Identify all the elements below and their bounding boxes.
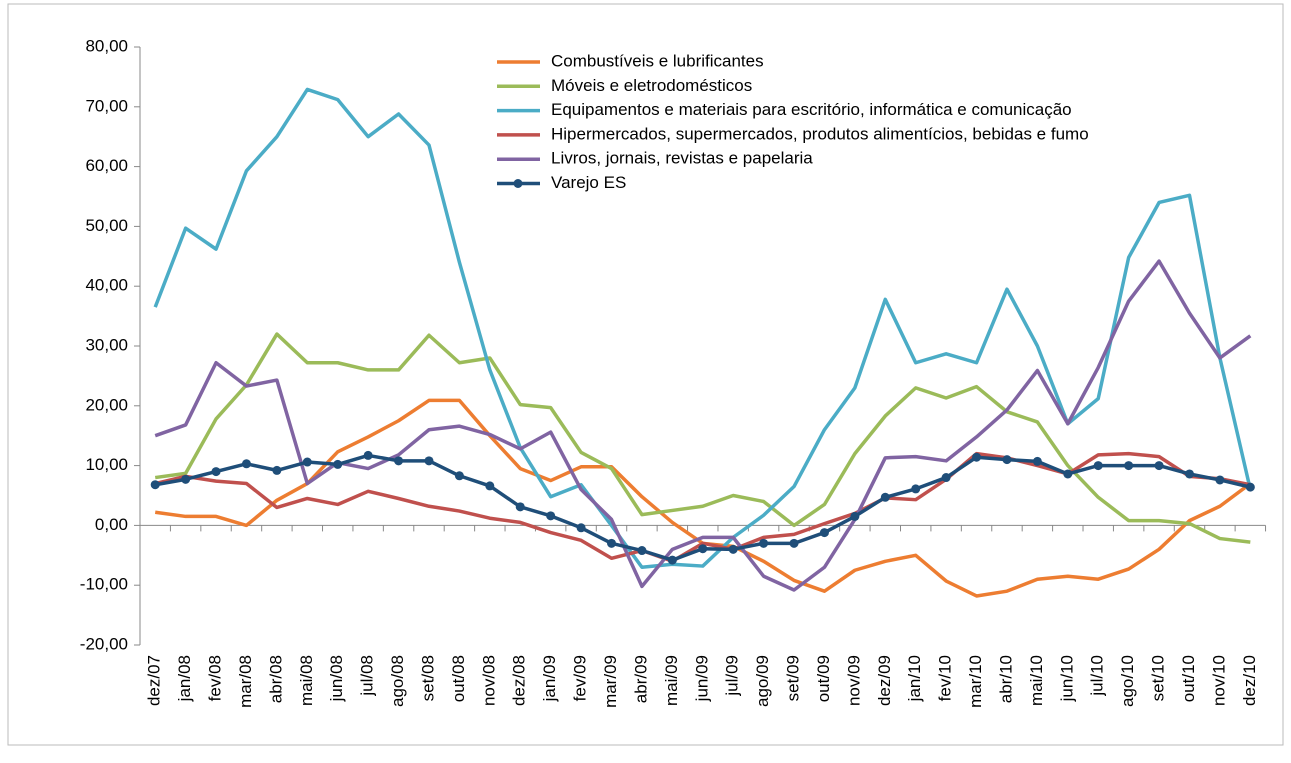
point	[424, 456, 434, 466]
point	[515, 502, 525, 512]
y-tick-label: 20,00	[85, 395, 128, 414]
y-tick-label: 0,00	[95, 515, 128, 534]
chart-frame	[7, 3, 1284, 746]
point	[363, 450, 373, 460]
x-tick-label: jan/10	[905, 655, 924, 702]
point	[1002, 455, 1012, 465]
x-tick-label: ago/08	[388, 655, 407, 707]
x-tick-label: out/08	[449, 655, 468, 702]
x-tick-label: dez/07	[145, 655, 164, 706]
x-tick-label: fev/09	[571, 655, 590, 701]
y-tick-label: -10,00	[80, 575, 128, 594]
point	[394, 456, 404, 466]
x-tick-label: dez/09	[875, 655, 894, 706]
point	[789, 538, 799, 548]
point	[1215, 475, 1225, 485]
x-tick-label: set/08	[418, 655, 437, 701]
legend-label: Varejo ES	[551, 173, 626, 192]
point	[546, 511, 556, 521]
legend-label: Hipermercados, supermercados, produtos a…	[551, 124, 1089, 143]
point	[485, 481, 495, 491]
point	[911, 484, 921, 494]
x-tick-label: jul/10	[1088, 655, 1107, 697]
x-tick-label: jul/08	[358, 655, 377, 697]
x-tick-label: fev/08	[206, 655, 225, 701]
x-tick-label: mai/09	[662, 655, 681, 706]
point	[211, 467, 221, 477]
y-tick-label: 40,00	[85, 276, 128, 295]
y-tick-label: 60,00	[85, 156, 128, 175]
series-line	[154, 332, 1251, 544]
point	[941, 473, 951, 483]
point	[1154, 461, 1164, 471]
point	[1124, 461, 1134, 471]
point	[880, 492, 890, 502]
y-tick-label: 50,00	[85, 216, 128, 235]
point	[698, 544, 708, 554]
point	[667, 555, 677, 565]
x-tick-label: mai/10	[1027, 655, 1046, 706]
x-tick-label: set/09	[784, 655, 803, 701]
x-tick-label: nov/10	[1209, 655, 1228, 706]
point	[1184, 469, 1194, 479]
point	[1093, 461, 1103, 471]
point	[272, 465, 282, 475]
point	[728, 544, 738, 554]
x-tick-label: mar/10	[966, 655, 985, 708]
x-tick-label: mai/08	[297, 655, 316, 706]
x-tick-label: dez/08	[510, 655, 529, 706]
point	[181, 474, 191, 484]
x-tick-label: out/10	[1179, 655, 1198, 702]
point	[333, 459, 343, 469]
point	[1245, 482, 1255, 492]
point	[850, 511, 860, 521]
point	[637, 546, 647, 556]
x-tick-label: abr/10	[996, 655, 1015, 703]
point	[607, 538, 617, 548]
x-tick-label: abr/08	[266, 655, 285, 703]
x-tick-label: set/10	[1149, 655, 1168, 701]
legend-label: Equipamentos e materiais para escritório…	[551, 100, 1072, 119]
legend-marker	[513, 179, 523, 188]
y-tick-label: 70,00	[85, 96, 128, 115]
point	[1032, 456, 1042, 466]
point	[302, 457, 312, 467]
point	[759, 538, 769, 548]
y-tick-label: -20,00	[80, 634, 128, 653]
y-tick-label: 80,00	[85, 36, 128, 55]
x-tick-label: dez/10	[1240, 655, 1259, 706]
legend-label: Livros, jornais, revistas e papelaria	[551, 149, 813, 168]
x-tick-label: ago/09	[753, 655, 772, 707]
point	[150, 480, 160, 490]
point	[576, 523, 586, 533]
x-tick-label: nov/09	[844, 655, 863, 706]
x-tick-label: ago/10	[1118, 655, 1137, 707]
x-tick-label: mar/08	[236, 655, 255, 708]
x-tick-label: jul/09	[723, 655, 742, 697]
legend-label: Combustíveis e lubrificantes	[551, 51, 764, 70]
x-tick-label: mar/09	[601, 655, 620, 708]
x-tick-label: jun/10	[1057, 655, 1076, 702]
x-tick-label: jun/09	[692, 655, 711, 702]
point	[454, 471, 464, 481]
x-tick-label: jan/09	[540, 655, 559, 702]
x-tick-label: jan/08	[175, 655, 194, 702]
legend-label: Móveis e eletrodomésticos	[551, 76, 752, 95]
x-tick-label: out/09	[814, 655, 833, 702]
point	[972, 452, 982, 462]
x-tick-label: nov/08	[479, 655, 498, 706]
point	[819, 528, 829, 538]
y-tick-label: 10,00	[85, 455, 128, 474]
x-tick-label: abr/09	[631, 655, 650, 703]
point	[1063, 469, 1073, 479]
y-tick-label: 30,00	[85, 335, 128, 354]
point	[241, 459, 251, 469]
x-tick-label: jun/08	[327, 655, 346, 702]
x-tick-label: fev/10	[936, 655, 955, 701]
